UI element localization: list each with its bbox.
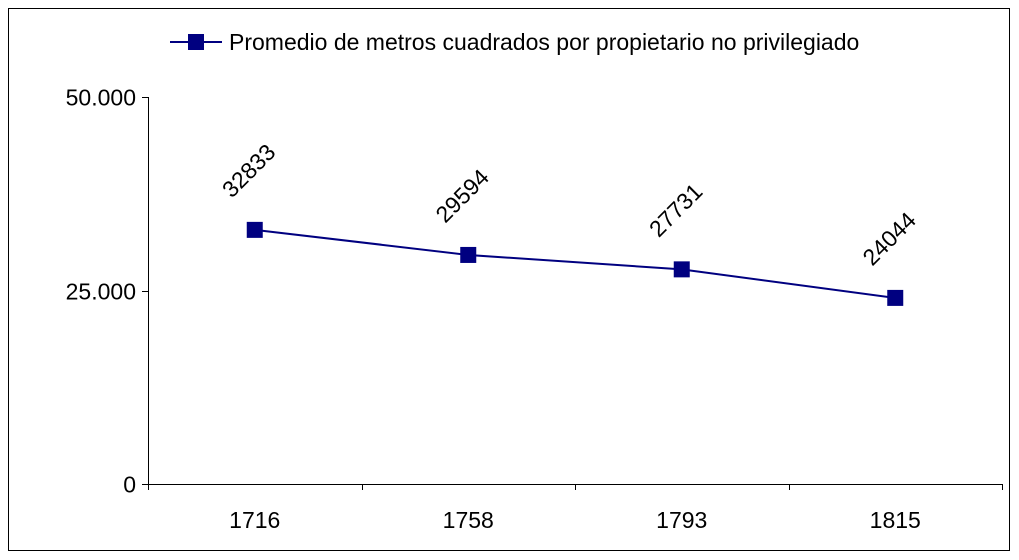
series-line — [254, 228, 896, 299]
y-tick-label: 0 — [123, 472, 136, 498]
point-marker — [887, 289, 904, 306]
legend-label: Promedio de metros cuadrados por propiet… — [229, 29, 859, 55]
chart-border — [8, 8, 1010, 551]
point-marker — [460, 246, 477, 263]
legend-marker — [188, 34, 204, 50]
point-marker — [673, 261, 690, 278]
point-marker — [246, 221, 263, 238]
x-tick-label: 1815 — [870, 507, 921, 533]
x-tick-label: 1793 — [656, 507, 707, 533]
y-tick-label: 50.000 — [66, 85, 136, 111]
x-tick-label: 1758 — [443, 507, 494, 533]
y-tick-label: 25.000 — [66, 279, 136, 305]
x-tick-label: 1716 — [229, 507, 280, 533]
